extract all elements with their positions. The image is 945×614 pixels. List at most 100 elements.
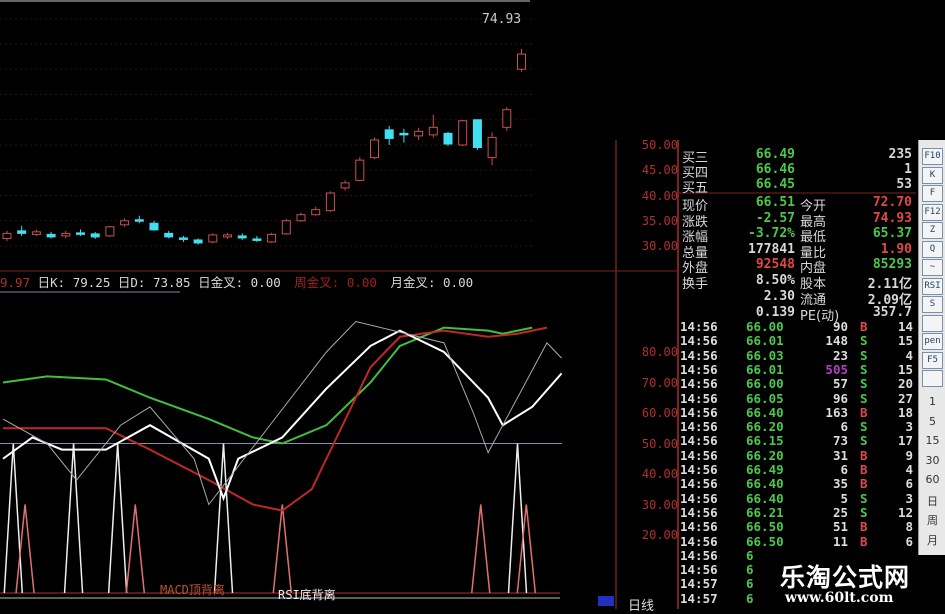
- candle-body: [502, 109, 512, 128]
- tick-time: 14:56: [680, 533, 718, 549]
- tab-daily[interactable]: 日线: [628, 599, 655, 614]
- period-5[interactable]: 日: [927, 494, 938, 508]
- candle-body: [472, 119, 482, 149]
- tick-price: 6: [746, 562, 754, 578]
- period-2[interactable]: 15: [925, 434, 940, 447]
- tick-side: S: [860, 347, 868, 363]
- f12-icon[interactable]: F12: [922, 203, 943, 221]
- tick-volume: 23: [832, 347, 848, 363]
- tick-time: 14:56: [680, 433, 718, 449]
- pen-icon[interactable]: pen: [922, 333, 943, 350]
- period-3[interactable]: 30: [925, 453, 940, 467]
- tick-count: 3: [905, 490, 913, 506]
- white-spike: [3, 443, 24, 594]
- k-icon[interactable]: K: [922, 166, 943, 184]
- tick-count: 6: [905, 476, 913, 492]
- quote-label: 涨跌: [682, 214, 709, 230]
- tick-row: 14:56 66.03 23 S 4: [680, 347, 915, 363]
- prev-value: 9.97: [0, 275, 31, 290]
- candle-body: [487, 136, 497, 159]
- candle-body: [517, 53, 526, 70]
- f10-icon[interactable]: F10: [922, 148, 943, 165]
- candle-body: [252, 238, 262, 241]
- quote-value: 2.09亿: [867, 293, 912, 308]
- macd-divergence-label: MACD顶背离: [160, 583, 225, 597]
- q-icon[interactable]: Q: [922, 240, 943, 258]
- rsi-divergence-label: RSI底背离: [278, 588, 336, 602]
- tick-count: 17: [897, 433, 913, 449]
- period-0[interactable]: 1: [929, 395, 936, 408]
- tick-price: 66.40: [746, 476, 784, 492]
- tick-count: 9: [905, 447, 913, 463]
- candle-body: [31, 231, 41, 235]
- watermark-title: 乐淘公式网: [780, 563, 911, 592]
- tick-time: 14:56: [680, 347, 718, 363]
- rsi-icon[interactable]: RSI: [922, 277, 943, 295]
- indicator-line-3: [2, 320, 562, 506]
- tick-count: 3: [905, 419, 913, 435]
- tick-price: 66.20: [746, 419, 784, 435]
- tick-time: 14:56: [680, 447, 718, 463]
- move-icon[interactable]: [922, 314, 943, 332]
- tick-side: B: [860, 447, 868, 463]
- quote-value: 2.11亿: [867, 277, 912, 292]
- period-6[interactable]: 周: [927, 514, 938, 527]
- candle-body: [443, 132, 453, 145]
- candle-body: [311, 209, 321, 216]
- period-4[interactable]: 60: [925, 473, 940, 486]
- period-7[interactable]: 月: [927, 533, 938, 547]
- tick-time: 14:56: [680, 476, 718, 492]
- ~-icon[interactable]: ~: [922, 259, 943, 276]
- tick-volume: 31: [832, 447, 848, 463]
- candle-body: [325, 192, 335, 212]
- tick-row: 14:56 66.01 148 S 15: [680, 333, 915, 349]
- quote-value: 66.51: [755, 195, 795, 210]
- quote-value: 85293: [872, 257, 912, 272]
- indicator-axis-tick: 70.00: [641, 375, 678, 390]
- f5-icon[interactable]: F5: [922, 351, 943, 369]
- z-icon[interactable]: Z: [922, 222, 943, 239]
- f-icon[interactable]: F: [922, 185, 943, 202]
- s-icon[interactable]: S: [922, 296, 943, 313]
- candle-body: [223, 234, 232, 238]
- tick-volume: 51: [832, 519, 848, 535]
- tick-volume: 163: [825, 404, 848, 420]
- chart-icon[interactable]: [922, 370, 943, 387]
- candle-body: [105, 226, 115, 237]
- tick-row: 14:56 66.40 163 B 18: [680, 404, 915, 420]
- quote-label: 外盘: [682, 261, 709, 276]
- red-spike: [272, 504, 293, 594]
- quote-value: 2.30: [763, 289, 795, 304]
- watermark-url: www.60lt.com: [785, 590, 894, 606]
- tick-time: 14:56: [680, 319, 718, 334]
- quote-label: 今开: [800, 199, 827, 214]
- quote-label: 最高: [800, 214, 827, 230]
- tick-row: 14:56 66.15 73 S 17: [680, 433, 915, 449]
- tick-count: 14: [897, 319, 913, 334]
- tick-time: 14:56: [680, 333, 718, 349]
- bid-label: 买三: [682, 151, 709, 166]
- tick-volume: 90: [832, 319, 848, 334]
- tick-price: 6: [746, 576, 754, 592]
- tick-count: 8: [905, 519, 913, 535]
- white-spike: [507, 443, 528, 594]
- period-1[interactable]: 5: [929, 414, 936, 428]
- tick-side: S: [860, 390, 868, 406]
- tick-side: B: [860, 319, 868, 334]
- quote-value: 1.90: [880, 241, 912, 257]
- tick-price: 66.50: [746, 519, 784, 535]
- candle-body: [134, 219, 144, 222]
- tick-price: 66.01: [746, 333, 784, 349]
- candle-body: [61, 232, 71, 237]
- indicator-axis-tick: 60.00: [641, 406, 678, 420]
- quote-label: 涨幅: [682, 230, 709, 245]
- quote-label: 现价: [682, 199, 709, 214]
- quote-value: 65.37: [872, 226, 912, 241]
- tick-time: 14:57: [680, 590, 718, 606]
- quote-value: 74.93: [872, 210, 912, 226]
- tick-time: 14:56: [680, 404, 718, 420]
- price-axis-tick: 35.00: [641, 213, 678, 228]
- indicator-axis-tick: 20.00: [641, 528, 678, 542]
- tick-volume: 148: [825, 333, 848, 349]
